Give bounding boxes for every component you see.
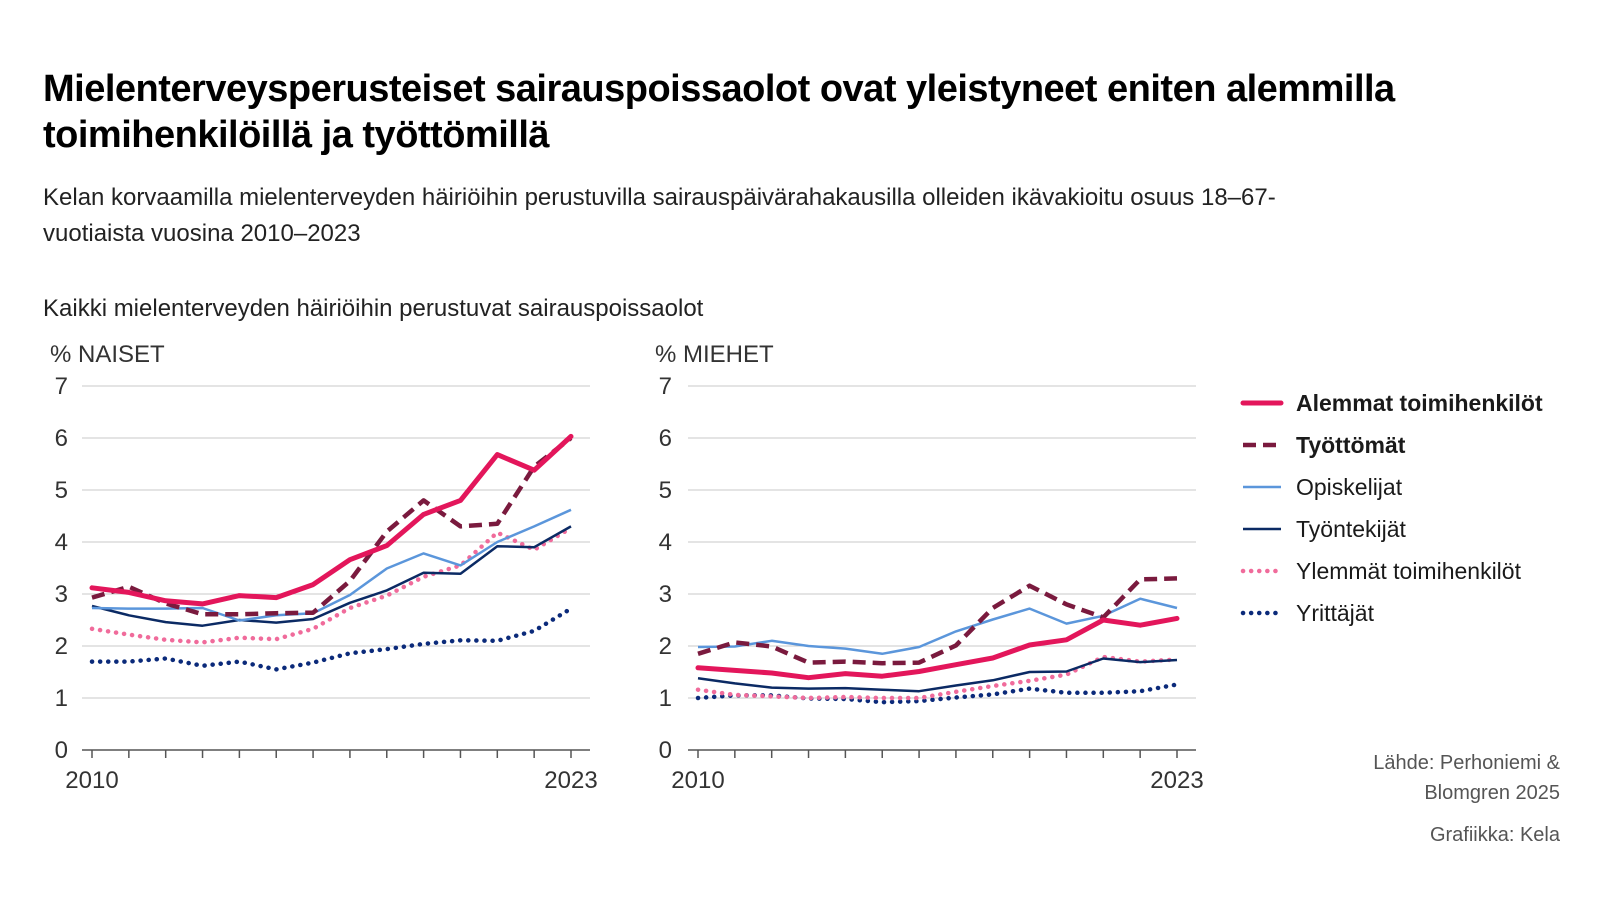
y-tick-label: 5: [659, 477, 672, 504]
source-line-2: Blomgren 2025: [1424, 782, 1560, 804]
legend-label: Ylemmät toimihenkilöt: [1296, 557, 1521, 584]
y-tick-label: 0: [55, 737, 68, 764]
x-tick-label: 2023: [544, 767, 597, 794]
source-note: Lähde: Perhoniemi & Blomgren 2025: [1373, 748, 1560, 808]
x-tick-label: 2010: [671, 767, 724, 794]
legend-label: Alemmat toimihenkilöt: [1296, 389, 1543, 416]
series-line: [89, 606, 574, 672]
legend-label: Yrittäjät: [1296, 599, 1374, 626]
y-tick-label: 2: [55, 633, 68, 660]
panel-title-text: MIEHET: [683, 341, 774, 368]
legend-swatch: [1240, 568, 1284, 574]
series-line: [91, 525, 572, 627]
y-tick-label: 4: [659, 529, 672, 556]
legend-item: Työntekijät: [1240, 508, 1543, 550]
legend-item: Yrittäjät: [1240, 592, 1543, 634]
y-tick-label: 6: [55, 425, 68, 452]
series-line: [89, 433, 574, 607]
legend-item: Ylemmät toimihenkilöt: [1240, 550, 1543, 592]
legend-label: Työntekijät: [1296, 515, 1406, 542]
series-line: [695, 654, 1180, 701]
series-line: [89, 525, 574, 645]
credit-note: Grafiikka: Kela: [1429, 824, 1560, 846]
y-tick-label: 4: [55, 529, 68, 556]
legend-item: Opiskelijat: [1240, 466, 1543, 508]
series-line: [91, 508, 572, 622]
y-tick-label: 3: [659, 581, 672, 608]
legend-item: Työttömät: [1240, 424, 1543, 466]
source-line-1: Lähde: Perhoniemi &: [1373, 752, 1560, 774]
section-title: Kaikki mielenterveyden häiriöihin perust…: [43, 295, 704, 322]
panel-title-1: % MIEHET: [655, 341, 774, 368]
x-tick-label: 2023: [1150, 767, 1203, 794]
legend-swatch: [1243, 485, 1281, 489]
y-tick-label: 1: [659, 685, 672, 712]
legend-item: Alemmat toimihenkilöt: [1240, 382, 1543, 424]
y-tick-label: 3: [55, 581, 68, 608]
y-tick-label: 0: [659, 737, 672, 764]
legend-swatch: [1243, 527, 1281, 531]
legend: Alemmat toimihenkilöt Työttömät Opiskelija…: [1240, 382, 1543, 634]
panel-title-0: % NAISET: [50, 341, 165, 368]
legend-swatch: [1240, 400, 1284, 406]
y-tick-label: 2: [659, 633, 672, 660]
legend-label: Opiskelijat: [1296, 473, 1403, 500]
chart-title: Mielenterveysperusteiset sairauspoissaol…: [43, 68, 1395, 156]
series-line: [91, 436, 573, 617]
series-line: [695, 615, 1180, 681]
legend-label: Työttömät: [1296, 431, 1406, 458]
y-tick-label: 7: [659, 373, 672, 400]
chart-subtitle: Kelan korvaamilla mielenterveyden häiriö…: [43, 184, 1276, 247]
series-line: [697, 597, 1178, 656]
legend-swatch: [1243, 442, 1281, 448]
y-tick-label: 7: [55, 373, 68, 400]
y-tick-label: 5: [55, 477, 68, 504]
y-tick-label: 1: [55, 685, 68, 712]
legend-swatch: [1240, 610, 1284, 616]
series-line: [697, 576, 1178, 666]
y-unit-label: %: [655, 341, 683, 368]
panel-title-text: NAISET: [78, 341, 165, 368]
y-unit-label: %: [50, 341, 78, 368]
series-line: [697, 657, 1178, 693]
y-tick-label: 6: [659, 425, 672, 452]
x-tick-label: 2010: [65, 767, 118, 794]
